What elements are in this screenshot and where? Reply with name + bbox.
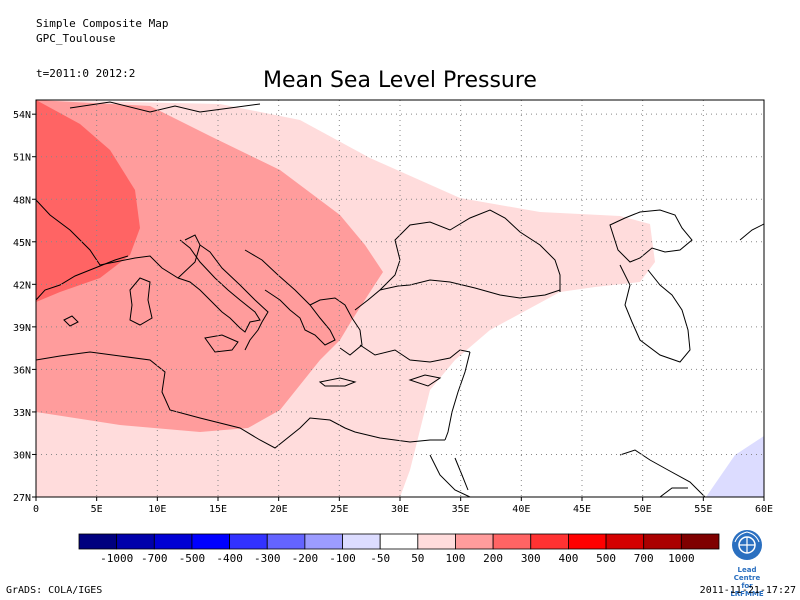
coast-turkey-south [359,344,471,363]
x-tick-label: 50E [634,504,652,515]
y-tick-label: 39N [13,323,31,334]
colorbar-label: 50 [411,552,424,565]
x-tick-label: 35E [452,504,470,515]
coast-balearic [63,315,79,327]
coast-aral [739,223,764,241]
footer-timestamp: 2011-11-21-17:27 [699,585,796,596]
coast-sicily [204,334,239,353]
colorbar-swatch [643,533,682,550]
y-tick-label: 48N [13,195,31,206]
pressure-contour-neg50 [706,436,764,497]
colorbar-label: 100 [446,552,466,565]
coast-iberia-north [36,255,129,301]
y-tick-label: 45N [13,238,31,249]
coast-caspian-north [609,209,693,263]
x-tick-label: 5E [91,504,103,515]
y-tick-label: 54N [13,110,31,121]
x-tick-label: 15E [209,504,227,515]
colorbar-swatch [153,533,193,550]
colorbar-swatch [680,533,720,550]
coast-sardinia-corsica [129,277,153,326]
colorbar-swatch [304,533,343,550]
colorbar-swatch [455,533,494,550]
coast-france-ligurian [36,199,201,279]
x-tick-label: 45E [573,504,591,515]
coast-persian-gulf [619,449,706,497]
colorbar-swatch [568,533,607,550]
colorbar-label: -100 [329,552,356,565]
colorbar-label: -1000 [100,552,133,565]
coast-north-europe [69,101,261,113]
y-tick-label: 36N [13,365,31,376]
coast-caspian-west [619,264,691,363]
colorbar-label: -700 [141,552,168,565]
coast-italy-west [177,239,261,333]
colorbar-swatch [492,533,532,550]
colorbar-label: -500 [179,552,206,565]
x-tick-label: 30E [391,504,409,515]
colorbar-label: -300 [254,552,281,565]
y-tick-label: 27N [13,493,31,504]
colorbar-swatch [530,533,569,550]
coast-red-sea-west [429,454,471,497]
footer-software: GrADS: COLA/IGES [6,585,103,596]
coast-cyprus [408,374,442,387]
coast-levant [444,351,471,441]
longitude-axis: 0 5E 10E 15E 20E 25E 30E 35E 40E 45E 50E 55E 60E [33,497,773,515]
x-tick-label: 40E [512,504,530,515]
coast-crete [318,377,357,387]
colorbar-labels: -1000 -700 -500 -400 -300 -200 -100 -50 50 100 200… [100,552,695,565]
map-source-title: Simple Composite Map [36,17,169,30]
coast-italy-east [199,244,269,351]
colorbar-swatches [78,533,720,550]
colorbar-label: -200 [292,552,319,565]
page-title: Mean Sea Level Pressure [263,68,537,93]
colorbar-swatch [379,533,419,550]
colorbar-label: -50 [370,552,390,565]
time-range-label: t=2011:0 2012:2 [36,67,136,80]
coast-black-sea-south [354,279,561,311]
logo-line1: Lead Centre [733,566,761,582]
x-tick-label: 10E [148,504,166,515]
x-tick-label: 60E [755,504,773,515]
x-tick-label: 0 [33,504,39,515]
coast-adriatic-balkans [244,249,336,346]
logo-line2: for LRFMME [730,582,764,598]
latitude-axis: 27N 30N 33N 36N 39N 42N 45N 48N 51N 54N [13,110,36,504]
y-tick-label: 30N [13,450,31,461]
colorbar-swatch [229,533,268,550]
colorbar-swatch [266,533,306,550]
colorbar-label: 700 [634,552,654,565]
pressure-contour-200 [36,100,140,302]
colorbar-swatch [342,533,381,550]
colorbar-label: -400 [216,552,243,565]
colorbar-swatch [417,533,456,550]
map-source-center: GPC_Toulouse [36,32,116,45]
y-tick-label: 42N [13,280,31,291]
coast-north-africa [36,351,445,449]
colorbar-label: 300 [521,552,541,565]
colorbar-label: 1000 [668,552,695,565]
coast-sinai [454,457,469,491]
logo: Lead Centre for LRFMME [724,528,770,598]
colorbar-label: 200 [483,552,503,565]
coast-qatar [659,487,688,497]
colorbar-swatch [78,533,118,550]
y-tick-label: 33N [13,408,31,419]
colorbar-swatch [191,533,230,550]
colorbar-swatch [116,533,155,550]
coastlines [36,101,764,497]
x-tick-label: 55E [694,504,712,515]
coast-black-sea-north [379,209,561,292]
x-tick-label: 20E [270,504,288,515]
colorbar-label: 500 [596,552,616,565]
colorbar-label: 400 [558,552,578,565]
coast-greece [309,297,363,356]
colorbar-swatch [605,533,645,550]
wmo-emblem-icon [732,530,762,560]
x-tick-label: 25E [330,504,348,515]
y-tick-label: 51N [13,153,31,164]
